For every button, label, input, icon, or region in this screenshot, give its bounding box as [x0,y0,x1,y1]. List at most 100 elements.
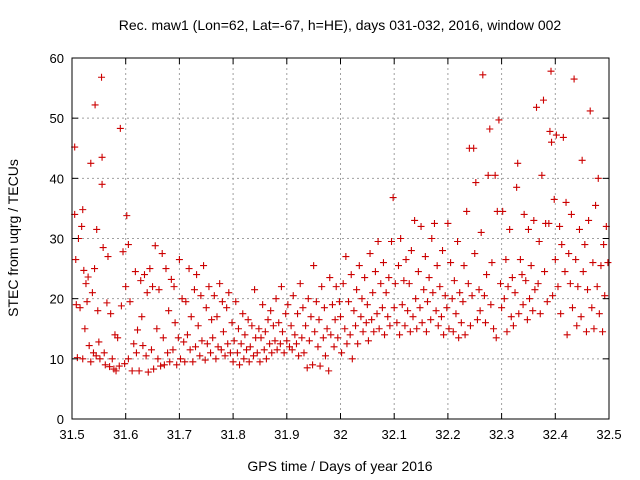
data-point [319,334,327,342]
data-point [347,271,355,279]
data-point [203,340,211,348]
data-point [114,334,122,342]
data-point [368,316,376,324]
data-point [379,259,387,267]
data-point [244,316,252,324]
data-point [239,310,247,318]
data-point [584,286,592,294]
data-point [481,319,489,327]
data-point [520,210,528,218]
data-point [436,283,444,291]
data-point [338,349,346,357]
data-point [167,275,175,283]
data-point [123,212,131,220]
data-point [332,283,340,291]
data-point [444,219,452,227]
data-point [486,125,494,133]
data-point [292,340,300,348]
data-point [330,343,338,351]
data-point [382,289,390,297]
data-point [448,295,456,303]
data-point [305,337,313,345]
data-point [213,313,221,321]
data-point [600,241,608,249]
data-point [87,159,95,167]
data-point [508,274,516,282]
data-point [146,265,154,273]
data-point [604,259,612,267]
data-point [214,343,222,351]
data-point [570,75,578,83]
data-point [259,301,267,309]
x-tick-labels: 31.5 31.6 31.7 31.8 31.9 32 32.1 32.2 32.3 32.4 32… [59,427,621,442]
data-point [518,271,526,279]
data-point [315,316,323,324]
data-point [298,334,306,342]
data-point [575,225,583,233]
data-point [192,343,200,351]
data-point [267,307,275,315]
data-point [137,277,145,285]
data-point [226,349,234,357]
data-point [593,283,601,291]
data-point [288,346,296,354]
data-point [398,301,406,309]
data-point [422,328,430,336]
data-point [187,313,195,321]
data-point [354,340,362,348]
data-point [236,361,244,369]
data-point [390,304,398,312]
data-point [381,331,389,339]
data-point [409,313,417,321]
y-tick-label: 20 [50,292,64,307]
data-point [592,201,600,209]
data-point [529,307,537,315]
data-point [503,328,511,336]
data-point [434,322,442,330]
data-point [186,346,194,354]
x-tick-label: 31.6 [113,427,138,442]
data-point [116,124,124,132]
data-point [98,153,106,161]
data-point [450,277,458,285]
data-point [509,322,517,330]
data-point [176,355,184,363]
y-tick-label: 60 [50,51,64,66]
data-point [459,298,467,306]
data-point [160,361,168,369]
data-point [155,286,163,294]
data-point [455,334,463,342]
data-point [558,241,566,249]
data-point [421,253,429,261]
y-tick-label: 30 [50,232,64,247]
data-point [175,256,183,264]
data-point [535,238,543,246]
data-point [194,322,202,330]
data-point [550,195,558,203]
data-point [359,328,367,336]
data-point [248,322,256,330]
data-point [343,340,351,348]
data-point [81,325,89,333]
data-point [234,325,242,333]
data-point [323,325,331,333]
data-point [87,358,95,366]
data-point [266,340,274,348]
data-point [355,262,363,270]
data-point [412,295,420,303]
data-point [556,222,564,230]
data-point [534,280,542,288]
data-point [541,268,549,276]
data-point [185,265,193,273]
data-point [498,304,506,312]
data-point [159,334,167,342]
data-point [182,298,190,306]
data-point [269,322,277,330]
data-point [302,322,310,330]
data-point [103,299,111,307]
data-point [202,304,210,312]
data-point [121,360,129,368]
data-point [294,310,302,318]
data-point [507,313,515,321]
